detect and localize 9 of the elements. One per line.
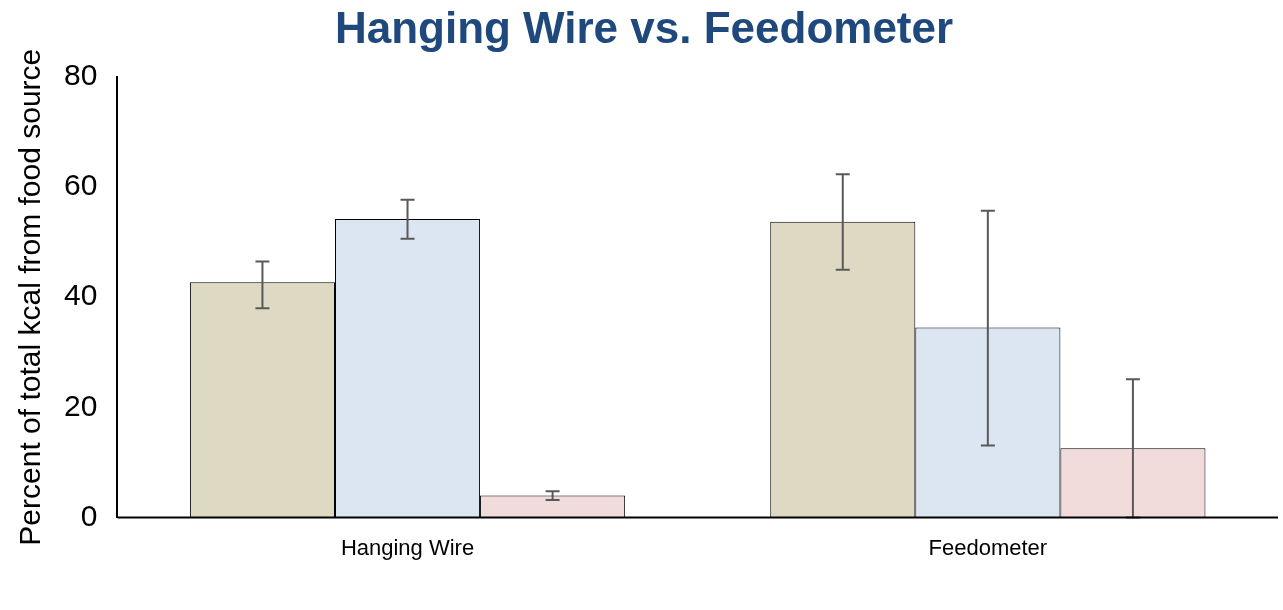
- y-tick-label: 20: [63, 388, 98, 422]
- x-tick-label: Feedometer: [928, 534, 1048, 560]
- x-tick-label: Hanging Wire: [340, 534, 475, 560]
- y-tick-label: 40: [63, 278, 98, 312]
- y-tick-label: 60: [63, 168, 98, 202]
- y-axis-title: Percent of total kcal from food source: [13, 48, 47, 546]
- y-tick-label: 0: [80, 498, 98, 532]
- chart-title: Hanging Wire vs. Feedometer: [334, 2, 954, 52]
- y-tick-label: 80: [63, 58, 98, 92]
